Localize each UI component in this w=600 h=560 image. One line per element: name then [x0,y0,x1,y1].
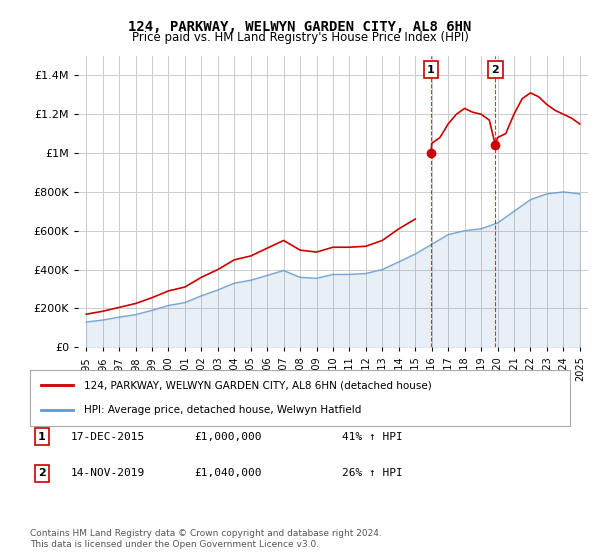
Text: 26% ↑ HPI: 26% ↑ HPI [341,468,403,478]
Text: £1,000,000: £1,000,000 [194,432,262,442]
Text: 2: 2 [38,468,46,478]
Text: 14-NOV-2019: 14-NOV-2019 [71,468,145,478]
Text: 2: 2 [491,65,499,74]
Text: 17-DEC-2015: 17-DEC-2015 [71,432,145,442]
Text: 1: 1 [38,432,46,442]
Text: 1: 1 [427,65,435,74]
Text: 124, PARKWAY, WELWYN GARDEN CITY, AL8 6HN (detached house): 124, PARKWAY, WELWYN GARDEN CITY, AL8 6H… [84,380,432,390]
Text: HPI: Average price, detached house, Welwyn Hatfield: HPI: Average price, detached house, Welw… [84,405,361,415]
Text: Contains HM Land Registry data © Crown copyright and database right 2024.
This d: Contains HM Land Registry data © Crown c… [30,529,382,549]
Text: £1,040,000: £1,040,000 [194,468,262,478]
Text: Price paid vs. HM Land Registry's House Price Index (HPI): Price paid vs. HM Land Registry's House … [131,31,469,44]
Text: 41% ↑ HPI: 41% ↑ HPI [341,432,403,442]
Text: 124, PARKWAY, WELWYN GARDEN CITY, AL8 6HN: 124, PARKWAY, WELWYN GARDEN CITY, AL8 6H… [128,20,472,34]
